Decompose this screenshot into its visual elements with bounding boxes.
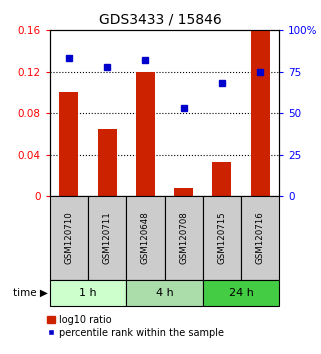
Bar [203,196,241,280]
Bar [50,196,88,280]
Bar [136,72,155,196]
Bar [50,280,126,306]
Bar [174,188,193,196]
Bar [98,129,117,196]
Bar [241,196,279,280]
Bar [126,280,203,306]
Bar [126,196,164,280]
Bar [212,162,231,196]
Text: GDS3433 / 15846: GDS3433 / 15846 [99,12,222,27]
Text: 24 h: 24 h [229,288,254,298]
Text: GSM120710: GSM120710 [65,212,74,264]
Bar [59,92,78,196]
Text: 4 h: 4 h [156,288,173,298]
Text: GSM120716: GSM120716 [256,212,265,264]
Bar [203,280,279,306]
Text: GSM120711: GSM120711 [103,212,112,264]
Text: time ▶: time ▶ [13,288,48,298]
Text: GSM120715: GSM120715 [217,212,226,264]
Bar [88,196,126,280]
Text: GSM120708: GSM120708 [179,212,188,264]
Bar [251,30,270,196]
Text: 1 h: 1 h [79,288,97,298]
Bar [164,196,203,280]
Legend: log10 ratio, percentile rank within the sample: log10 ratio, percentile rank within the … [43,311,228,342]
Text: GSM120648: GSM120648 [141,212,150,264]
